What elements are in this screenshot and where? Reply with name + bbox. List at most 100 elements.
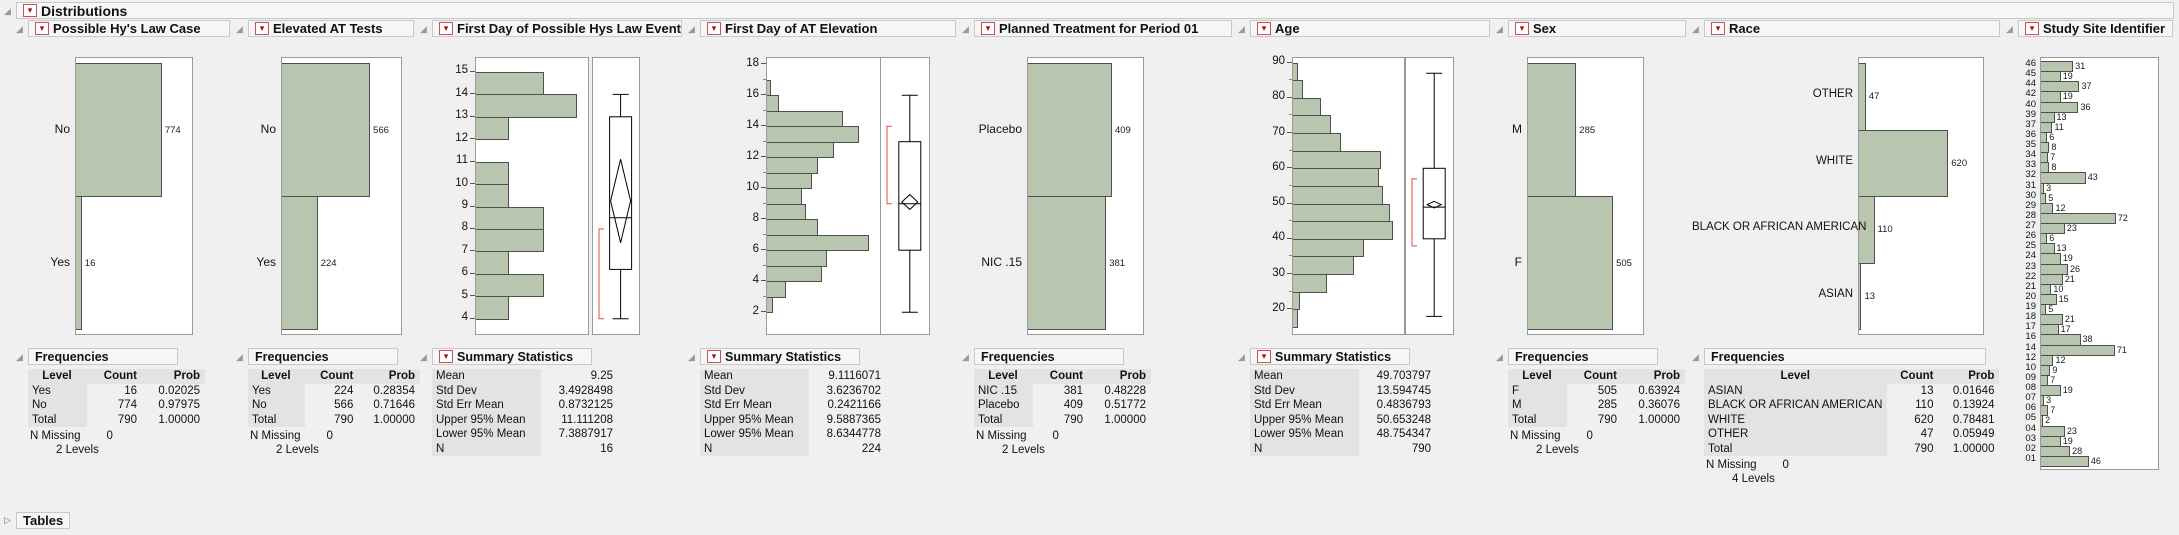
disclosure-triangle-icon[interactable]: ◢ [688, 352, 695, 362]
histogram-bar[interactable] [476, 273, 544, 298]
histogram-bar[interactable] [476, 206, 544, 230]
category-bar-no[interactable] [282, 63, 371, 197]
histogram-bar[interactable] [767, 250, 827, 267]
category-bar-asian[interactable] [1859, 262, 1862, 330]
axis-tick-label[interactable]: 40 [1272, 231, 1285, 244]
axis-tick-label[interactable]: 70 [1272, 125, 1285, 138]
axis-tick-label[interactable]: 30 [1272, 266, 1285, 279]
histogram-bar[interactable] [476, 184, 510, 208]
axis-tick-label[interactable]: 2 [752, 304, 759, 317]
red-triangle-menu-icon[interactable]: ▾ [439, 350, 453, 363]
site-bar-06[interactable] [2041, 405, 2049, 417]
disclosure-triangle-icon[interactable]: ◢ [420, 24, 427, 34]
histogram-bar[interactable] [767, 79, 772, 97]
histogram-bar[interactable] [767, 188, 802, 205]
histogram-bar[interactable] [1293, 256, 1354, 276]
site-bar-27[interactable] [2041, 223, 2065, 235]
axis-tick-label[interactable]: 15 [455, 64, 468, 77]
red-triangle-menu-icon[interactable]: ▾ [1515, 22, 1529, 35]
histogram-bar[interactable] [476, 161, 510, 186]
axis-tick-label[interactable]: 50 [1272, 196, 1285, 209]
histogram-bar[interactable] [767, 157, 818, 174]
red-triangle-menu-icon[interactable]: ▾ [1257, 350, 1271, 363]
histogram-bar[interactable] [1293, 274, 1327, 293]
red-triangle-menu-icon[interactable]: ▾ [707, 22, 721, 35]
disclosure-triangle-icon[interactable]: ◢ [16, 24, 23, 34]
axis-tick-label[interactable]: 80 [1272, 90, 1285, 103]
histogram-bar[interactable] [476, 296, 510, 320]
histogram-bar[interactable] [1293, 97, 1321, 117]
axis-tick-label[interactable]: 4 [752, 273, 759, 286]
disclosure-triangle-icon[interactable]: ◢ [420, 352, 427, 362]
axis-tick-label[interactable]: 12 [455, 131, 468, 144]
histogram-bar[interactable] [767, 296, 774, 314]
site-bar-32[interactable] [2041, 172, 2086, 184]
red-triangle-menu-icon[interactable]: ▾ [439, 22, 453, 35]
red-triangle-menu-icon[interactable]: ▾ [35, 22, 49, 35]
histogram-bar[interactable] [1293, 168, 1379, 187]
axis-tick-label[interactable]: 6 [461, 266, 468, 279]
disclosure-triangle-icon[interactable]: ◢ [962, 352, 969, 362]
axis-tick-label[interactable]: 18 [746, 56, 759, 69]
histogram-bar[interactable] [1293, 309, 1298, 328]
category-bar-no[interactable] [76, 63, 162, 197]
category-bar-black-or-african-american[interactable] [1859, 196, 1875, 264]
histogram-bar[interactable] [1293, 133, 1341, 152]
histogram-bar[interactable] [1293, 238, 1364, 258]
category-bar-other[interactable] [1859, 63, 1866, 131]
histogram-bar[interactable] [1293, 62, 1298, 82]
axis-tick-label[interactable]: 6 [752, 242, 759, 255]
axis-tick-label[interactable]: 4 [461, 311, 468, 324]
histogram-bar[interactable] [767, 141, 835, 159]
axis-tick-label[interactable]: 10 [455, 176, 468, 189]
axis-tick-label[interactable]: 9 [461, 199, 468, 212]
histogram-bar[interactable] [767, 219, 818, 236]
axis-tick-label[interactable]: 16 [746, 87, 759, 100]
category-bar-placebo[interactable] [1028, 63, 1112, 197]
disclosure-triangle-icon[interactable]: ◢ [1238, 352, 1245, 362]
histogram-bar[interactable] [476, 116, 510, 141]
red-triangle-menu-icon[interactable]: ▾ [2025, 22, 2039, 35]
red-triangle-menu-icon[interactable]: ▾ [707, 350, 721, 363]
histogram-bar[interactable] [1293, 150, 1381, 170]
histogram-bar[interactable] [476, 71, 544, 96]
histogram-bar[interactable] [1293, 291, 1300, 311]
red-triangle-menu-icon[interactable]: ▾ [255, 22, 269, 35]
axis-tick-label[interactable]: 14 [746, 118, 759, 131]
site-bar-14[interactable] [2041, 344, 2115, 356]
red-triangle-menu-icon[interactable]: ▾ [1711, 22, 1725, 35]
disclosure-triangle-icon[interactable]: ◢ [236, 352, 243, 362]
axis-tick-label[interactable]: 5 [461, 288, 468, 301]
disclosure-triangle-icon[interactable]: ◢ [4, 6, 11, 16]
histogram-bar[interactable] [767, 110, 844, 128]
disclosure-triangle-icon[interactable]: ▷ [4, 515, 11, 525]
category-bar-yes[interactable] [76, 196, 82, 330]
axis-tick-label[interactable]: 12 [746, 149, 759, 162]
disclosure-triangle-icon[interactable]: ◢ [1238, 24, 1245, 34]
histogram-bar[interactable] [767, 126, 859, 143]
category-bar-nic-15[interactable] [1028, 196, 1107, 330]
histogram-bar[interactable] [476, 251, 510, 275]
axis-tick-label[interactable]: 13 [455, 109, 468, 122]
category-bar-f[interactable] [1528, 196, 1614, 330]
axis-tick-label[interactable]: 7 [461, 243, 468, 256]
red-triangle-menu-icon[interactable]: ▾ [23, 4, 37, 17]
histogram-bar[interactable] [1293, 115, 1331, 135]
axis-tick-label[interactable]: 10 [746, 180, 759, 193]
histogram-bar[interactable] [767, 281, 787, 298]
axis-tick-label[interactable]: 90 [1272, 55, 1285, 68]
site-bar-40[interactable] [2041, 101, 2079, 113]
histogram-bar[interactable] [476, 94, 577, 118]
histogram-bar[interactable] [476, 228, 544, 253]
disclosure-triangle-icon[interactable]: ◢ [1496, 24, 1503, 34]
disclosure-triangle-icon[interactable]: ◢ [16, 352, 23, 362]
histogram-bar[interactable] [1293, 80, 1303, 99]
histogram-bar[interactable] [1293, 203, 1390, 223]
disclosure-triangle-icon[interactable]: ◢ [962, 24, 969, 34]
category-bar-white[interactable] [1859, 129, 1949, 197]
disclosure-triangle-icon[interactable]: ◢ [1692, 24, 1699, 34]
site-bar-08[interactable] [2041, 385, 2061, 397]
site-bar-01[interactable] [2041, 455, 2089, 467]
axis-tick-label[interactable]: 8 [752, 211, 759, 224]
axis-tick-label[interactable]: 8 [461, 221, 468, 234]
